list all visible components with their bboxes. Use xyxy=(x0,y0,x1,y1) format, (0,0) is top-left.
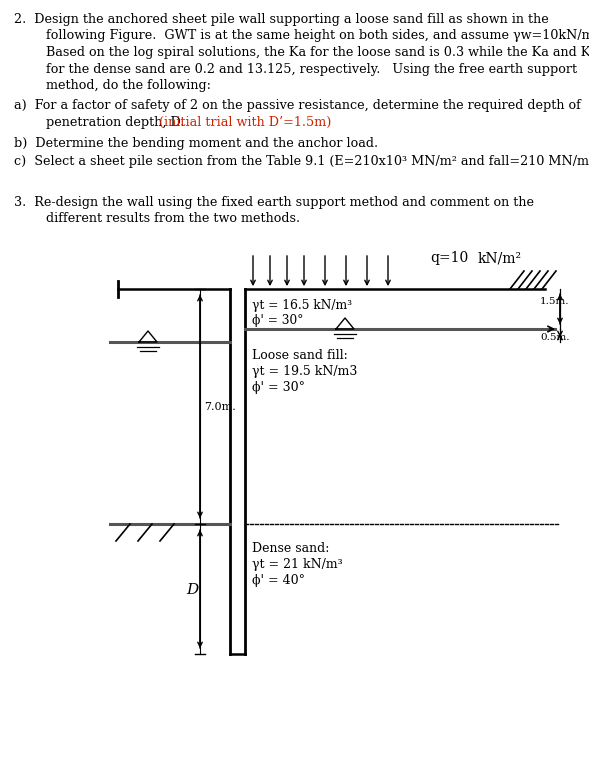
Text: ϕ' = 30°: ϕ' = 30° xyxy=(252,381,305,394)
Text: ϕ' = 40°: ϕ' = 40° xyxy=(252,574,305,587)
Text: for the dense sand are 0.2 and 13.125, respectively.   Using the free earth supp: for the dense sand are 0.2 and 13.125, r… xyxy=(30,63,577,76)
Text: a)  For a factor of safety of 2 on the passive resistance, determine the require: a) For a factor of safety of 2 on the pa… xyxy=(14,99,581,112)
Text: Based on the log spiral solutions, the Ka for the loose sand is 0.3 while the Ka: Based on the log spiral solutions, the K… xyxy=(30,46,589,59)
Text: 7.0m.: 7.0m. xyxy=(204,402,236,412)
Text: b)  Determine the bending moment and the anchor load.: b) Determine the bending moment and the … xyxy=(14,137,378,150)
Text: penetration depth, D.: penetration depth, D. xyxy=(30,116,188,129)
Text: γt = 21 kN/m³: γt = 21 kN/m³ xyxy=(252,558,343,571)
Text: Loose sand fill:: Loose sand fill: xyxy=(252,349,348,362)
Text: method, do the following:: method, do the following: xyxy=(30,79,211,92)
Text: following Figure.  GWT is at the same height on both sides, and assume γw=10kN/m: following Figure. GWT is at the same hei… xyxy=(30,30,589,43)
Text: γt = 19.5 kN/m3: γt = 19.5 kN/m3 xyxy=(252,365,358,378)
Text: ϕ' = 30°: ϕ' = 30° xyxy=(252,314,303,327)
Text: different results from the two methods.: different results from the two methods. xyxy=(30,212,300,225)
Text: c)  Select a sheet pile section from the Table 9.1 (E=210x10³ MN/m² and fall=210: c) Select a sheet pile section from the … xyxy=(14,155,589,168)
Text: D: D xyxy=(186,583,198,597)
Text: kN/m²: kN/m² xyxy=(478,251,522,265)
Text: 1.5m.: 1.5m. xyxy=(540,297,570,306)
Text: 3.  Re-design the wall using the fixed earth support method and comment on the: 3. Re-design the wall using the fixed ea… xyxy=(14,196,534,209)
Text: q=10: q=10 xyxy=(430,251,468,265)
Text: γt = 16.5 kN/m³: γt = 16.5 kN/m³ xyxy=(252,299,352,312)
Text: 0.5m.: 0.5m. xyxy=(540,333,570,342)
Text: 2.  Design the anchored sheet pile wall supporting a loose sand fill as shown in: 2. Design the anchored sheet pile wall s… xyxy=(14,13,549,26)
Text: (initial trial with D’=1.5m): (initial trial with D’=1.5m) xyxy=(159,116,332,129)
Text: Dense sand:: Dense sand: xyxy=(252,542,329,555)
